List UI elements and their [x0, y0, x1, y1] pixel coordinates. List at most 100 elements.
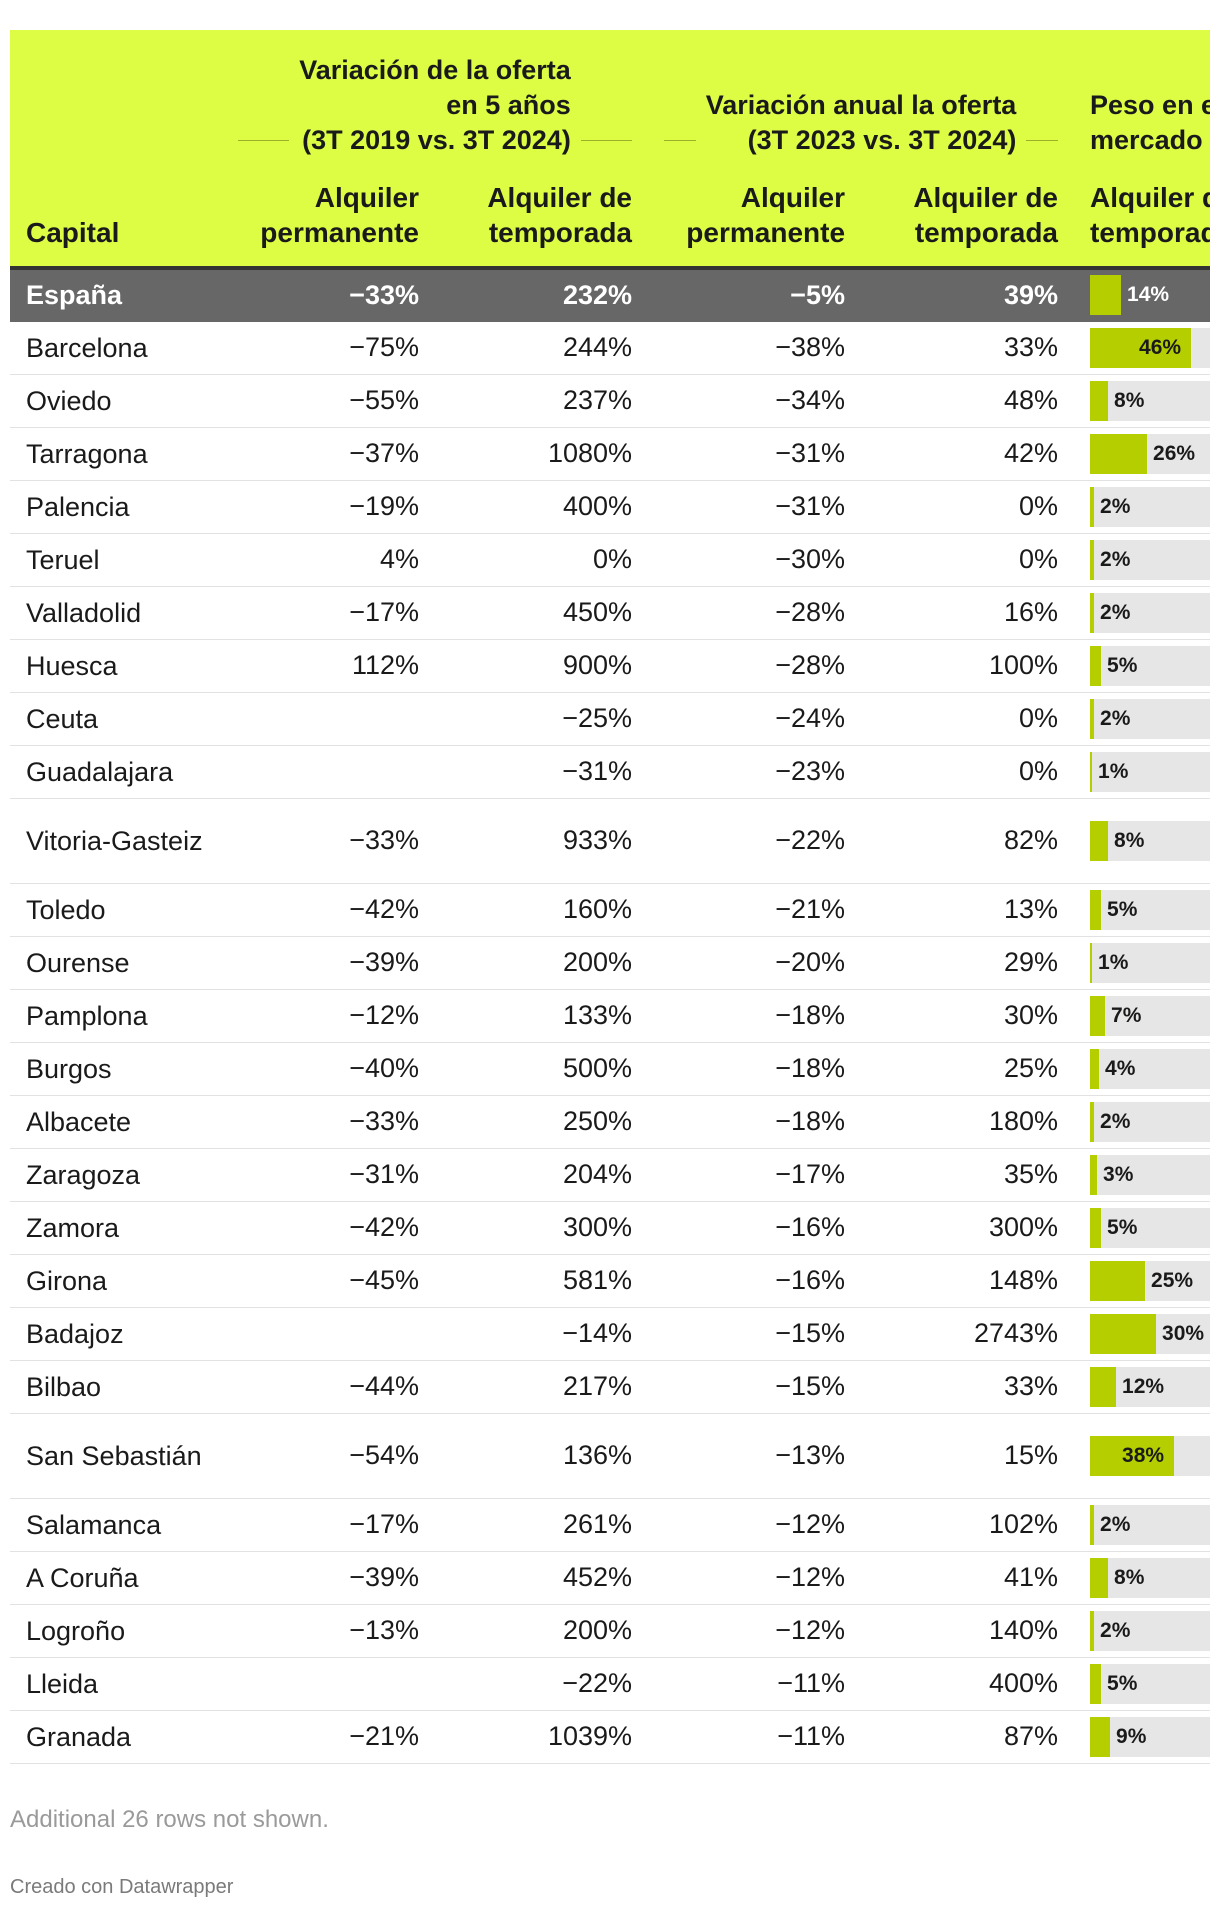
cell-capital: Vitoria-Gasteiz	[10, 798, 222, 884]
cell-temp-5y: 217%	[435, 1360, 649, 1414]
share-bar-label: 2%	[1100, 600, 1131, 624]
cell-capital: Toledo	[10, 883, 222, 937]
share-bar-label: 30%	[1162, 1321, 1205, 1345]
table-row: Lleida −22% −11% 400% 5%	[10, 1657, 1210, 1711]
cell-capital: España	[10, 268, 222, 322]
share-bar-track: 5%	[1090, 1663, 1210, 1704]
cell-share-bar: 2%	[1074, 533, 1210, 587]
cell-temp-5y: 300%	[435, 1201, 649, 1255]
share-bar-label: 26%	[1153, 441, 1196, 465]
cell-perm-5y	[222, 745, 435, 799]
share-bar-fill	[1090, 275, 1122, 316]
col-header-temp-5y[interactable]: Alquiler de temporada	[487, 182, 633, 248]
cell-temp-annual: 13%	[861, 883, 1075, 937]
table-row: Oviedo −55% 237% −34% 48% 8%	[10, 374, 1210, 428]
share-bar-track: 38%	[1090, 1435, 1210, 1476]
share-bar-track: 8%	[1090, 1557, 1210, 1598]
cell-temp-5y: −14%	[435, 1307, 649, 1361]
share-bar-track: 2%	[1090, 698, 1210, 739]
cell-perm-5y: −31%	[222, 1148, 435, 1202]
cell-temp-5y: 136%	[435, 1413, 649, 1499]
share-bar-track: 2%	[1090, 486, 1210, 527]
cell-temp-annual: 0%	[861, 745, 1075, 799]
cell-temp-5y: 200%	[435, 936, 649, 990]
cell-perm-5y: −17%	[222, 586, 435, 640]
cell-temp-5y: 0%	[435, 533, 649, 587]
cell-share-bar: 2%	[1074, 1095, 1210, 1149]
share-bar-track: 12%	[1090, 1366, 1210, 1407]
share-bar-fill	[1090, 433, 1148, 474]
cell-capital: Salamanca	[10, 1498, 222, 1552]
col-header-perm-annual[interactable]: Alquiler permanente	[686, 182, 846, 248]
table-row: Badajoz −14% −15% 2743% 30%	[10, 1307, 1210, 1361]
cell-temp-annual: 100%	[861, 639, 1075, 693]
table-row: Guadalajara −31% −23% 0% 1%	[10, 745, 1210, 799]
cell-perm-5y: −42%	[222, 883, 435, 937]
share-bar-fill	[1090, 539, 1095, 580]
col-header-capital[interactable]: Capital	[26, 217, 120, 248]
share-bar-label: 25%	[1151, 1268, 1194, 1292]
group-rule-left	[664, 140, 696, 141]
share-bar-fill	[1090, 1101, 1095, 1142]
cell-temp-annual: 41%	[861, 1551, 1075, 1605]
col-header-perm-5y[interactable]: Alquiler permanente	[260, 182, 419, 248]
cell-temp-5y: 261%	[435, 1498, 649, 1552]
share-bar-label: 8%	[1114, 388, 1145, 412]
cell-capital: Teruel	[10, 533, 222, 587]
group2-line1: Variación anual la oferta	[705, 90, 1017, 120]
cell-temp-5y: 500%	[435, 1042, 649, 1096]
col-header-temp-annual[interactable]: Alquiler de temporada	[913, 182, 1059, 248]
group-header-row: Variación de la oferta en 5 años (3T 201…	[10, 30, 1210, 158]
cell-perm-annual: −15%	[648, 1360, 862, 1414]
group-header-5y: Variación de la oferta en 5 años (3T 201…	[222, 30, 648, 158]
table-row: Ourense −39% 200% −20% 29% 1%	[10, 936, 1210, 990]
share-bar-fill	[1090, 1260, 1146, 1301]
share-bar-label: 2%	[1100, 706, 1131, 730]
share-bar-track: 1%	[1090, 942, 1210, 983]
rows-not-shown-note: Additional 26 rows not shown.	[10, 1806, 329, 1833]
cell-perm-annual: −20%	[648, 936, 862, 990]
cell-capital: Tarragona	[10, 427, 222, 481]
cell-temp-annual: 0%	[861, 480, 1075, 534]
cell-capital: Oviedo	[10, 374, 222, 428]
share-bar-track: 4%	[1090, 1048, 1210, 1089]
table-row: Albacete −33% 250% −18% 180% 2%	[10, 1095, 1210, 1149]
cell-temp-annual: 87%	[861, 1710, 1075, 1764]
cell-temp-annual: 102%	[861, 1498, 1075, 1552]
table-container: Variación de la oferta en 5 años (3T 201…	[10, 30, 1210, 1764]
cell-share-bar: 3%	[1074, 1148, 1210, 1202]
table-row: Toledo −42% 160% −21% 13% 5%	[10, 883, 1210, 937]
cell-temp-annual: 16%	[861, 586, 1075, 640]
cell-temp-5y: 133%	[435, 989, 649, 1043]
cell-capital: Logroño	[10, 1604, 222, 1658]
cell-perm-annual: −24%	[648, 692, 862, 746]
table-body: España −33% 232% −5% 39% 14% Barcelona −75% 244%…	[10, 268, 1210, 1764]
table-row: Girona −45% 581% −16% 148% 25%	[10, 1254, 1210, 1308]
cell-temp-5y: 450%	[435, 586, 649, 640]
share-bar-fill	[1090, 1313, 1157, 1354]
cell-temp-annual: 140%	[861, 1604, 1075, 1658]
cell-perm-annual: −21%	[648, 883, 862, 937]
cell-share-bar: 30%	[1074, 1307, 1210, 1361]
column-header-row: Capital Alquiler permanente Alquiler de te…	[10, 158, 1210, 268]
cell-perm-annual: −11%	[648, 1657, 862, 1711]
cell-perm-5y: −40%	[222, 1042, 435, 1096]
datawrapper-credit[interactable]: Creado con Datawrapper	[10, 1876, 234, 1898]
share-bar-fill	[1090, 1207, 1102, 1248]
cell-share-bar: 2%	[1074, 692, 1210, 746]
cell-perm-5y: −33%	[222, 1095, 435, 1149]
share-bar-fill	[1090, 942, 1093, 983]
cell-perm-5y	[222, 692, 435, 746]
cell-temp-5y: 1080%	[435, 427, 649, 481]
share-bar-track: 2%	[1090, 592, 1210, 633]
cell-temp-5y: 1039%	[435, 1710, 649, 1764]
cell-share-bar: 46%	[1074, 321, 1210, 375]
share-bar-label: 14%	[1127, 283, 1170, 307]
group3-line2: mercado	[1090, 125, 1203, 155]
cell-share-bar: 12%	[1074, 1360, 1210, 1414]
share-bar-track: 5%	[1090, 889, 1210, 930]
cell-capital: Badajoz	[10, 1307, 222, 1361]
share-bar-fill	[1090, 1435, 1175, 1476]
cell-share-bar: 2%	[1074, 1498, 1210, 1552]
